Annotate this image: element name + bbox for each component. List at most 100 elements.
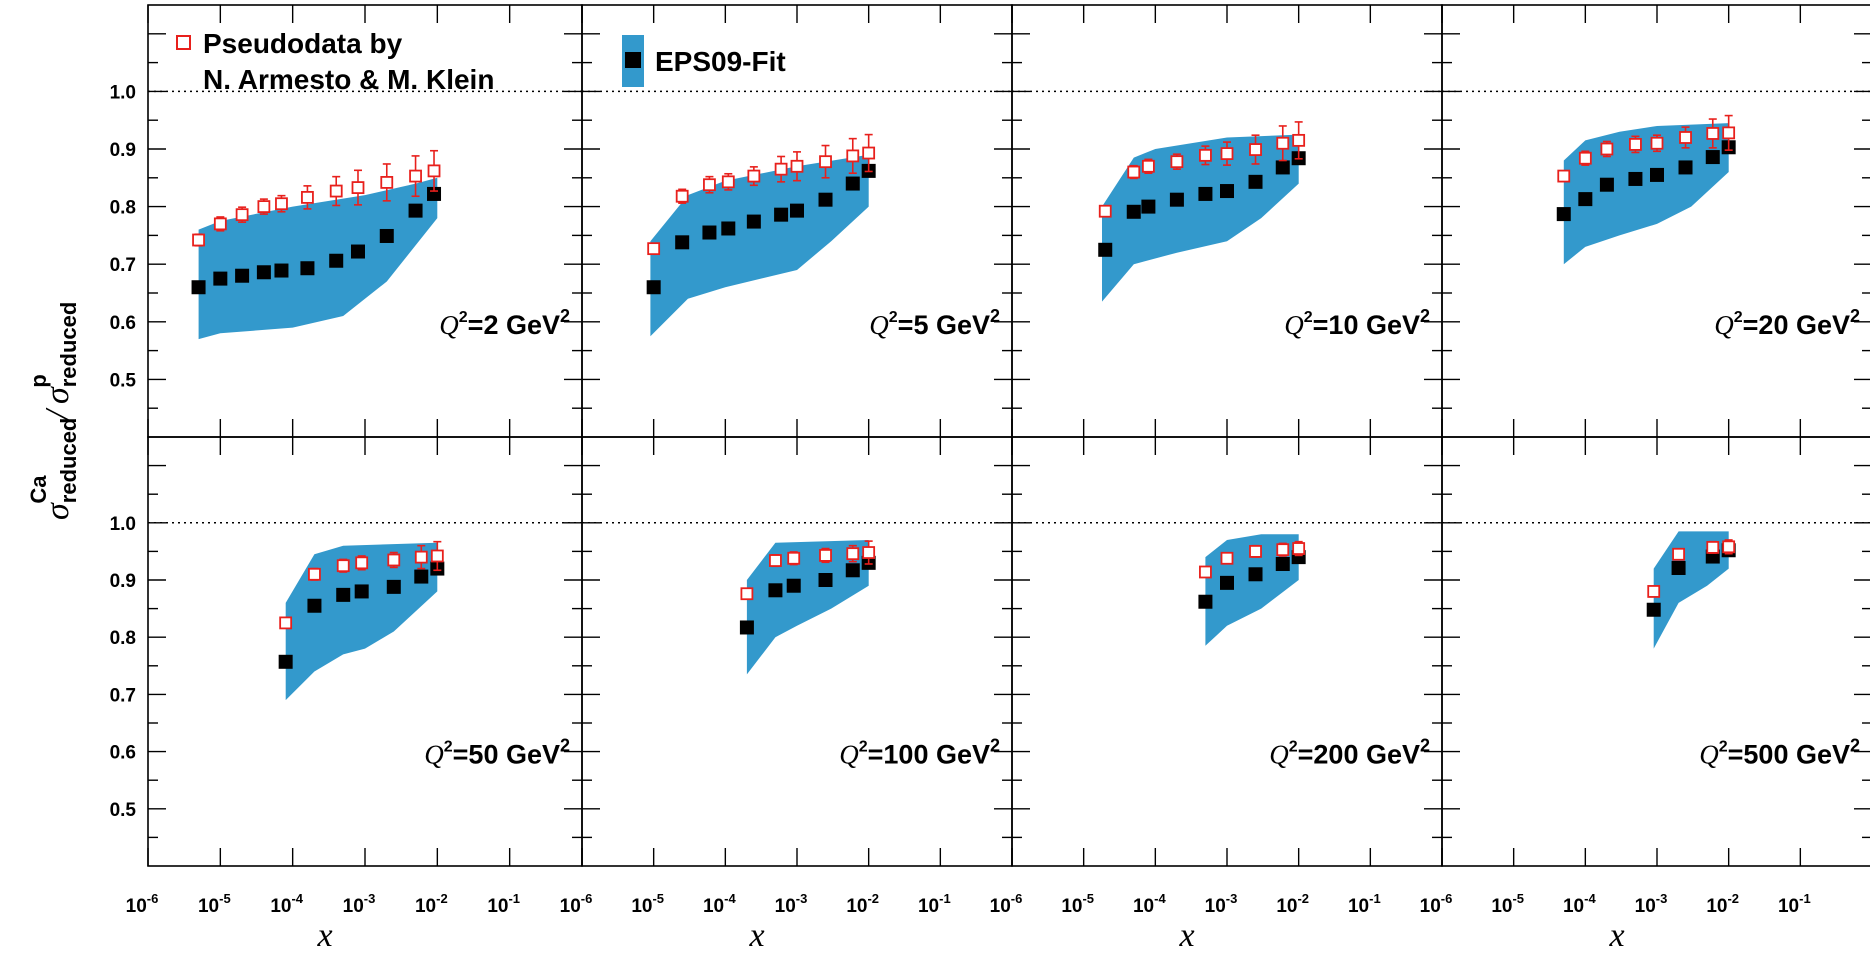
y-title-den-sup: p <box>26 374 51 387</box>
x-tick-label: 10-6 <box>1420 891 1453 917</box>
y-tick-label-0.6: 0.6 <box>110 313 136 334</box>
pseudodata-point-3 <box>787 551 801 565</box>
x-axis-title: x <box>748 917 764 953</box>
legend-pseudodata-line1: Pseudodata by <box>203 28 403 59</box>
pseudodata-point-3 <box>1706 540 1720 554</box>
pseudodata-point-2 <box>1127 165 1141 179</box>
x-tick-label: 10-1 <box>918 891 951 917</box>
legend-fit-label: EPS09-Fit <box>655 46 786 77</box>
pseudodata-point-3 <box>1141 159 1155 173</box>
eps09-uncertainty-band <box>198 177 438 340</box>
pseudodata-point-4 <box>355 556 369 570</box>
fit-point-4 <box>1275 556 1290 571</box>
pseudodata-point-5 <box>846 547 860 561</box>
panel-8: Q2=500 GeV2 <box>1441 436 1870 867</box>
y-tick-label-0.6: 0.6 <box>110 743 136 764</box>
x-tick-label: 10-5 <box>198 891 231 917</box>
fit-point-1 <box>278 654 293 669</box>
fit-point-7 <box>1705 150 1720 165</box>
pseudodata-point-6 <box>1679 131 1692 144</box>
y-axis-title: σreducedCa/σreducedp <box>26 302 81 520</box>
pseudodata-point-1 <box>1557 169 1571 183</box>
y-tick-label-0.8: 0.8 <box>110 198 136 219</box>
y-tick-label-0.5: 0.5 <box>110 800 137 821</box>
fit-point-2 <box>1126 204 1141 219</box>
y-tick-label-1.0: 1.0 <box>110 82 136 103</box>
pseudodata-point-4 <box>721 175 735 189</box>
pseudodata-point-2 <box>1578 151 1592 165</box>
fit-point-3 <box>702 225 717 240</box>
pseudodata-point-6 <box>774 162 788 176</box>
panel-frame <box>581 436 1013 867</box>
fit-point-8 <box>818 192 833 207</box>
fit-point-4 <box>1169 192 1184 207</box>
x-tick-label: 10-2 <box>415 891 448 917</box>
fit-point-7 <box>1248 174 1263 189</box>
fit-point-2 <box>675 235 690 250</box>
x-tick-label: 10-5 <box>1491 891 1524 917</box>
fit-point-3 <box>336 587 351 602</box>
legend-pseudodata-line2: N. Armesto & M. Klein <box>203 64 494 95</box>
q2-label: Q2=100 GeV2 <box>839 736 1000 770</box>
x-tick-label: 10-6 <box>990 891 1023 917</box>
eps09-uncertainty-band <box>650 154 869 337</box>
pseudodata-point-3 <box>336 559 350 573</box>
pseudodata-point-11 <box>427 164 441 178</box>
pseudodata-point-3 <box>235 208 249 222</box>
pseudodata-point-9 <box>380 176 394 189</box>
pseudodata-point-5 <box>1199 148 1212 162</box>
pseudodata-point-3 <box>1249 545 1262 558</box>
pseudodata-point-6 <box>414 550 428 564</box>
fit-point-3 <box>1141 199 1156 214</box>
fit-point-6 <box>300 261 315 276</box>
panel-3: Q2=10 GeV2 <box>1011 4 1443 438</box>
fit-point-3 <box>235 268 250 283</box>
pseudodata-point-2 <box>308 567 321 581</box>
q2-label: Q2=20 GeV2 <box>1714 306 1860 340</box>
fit-point-3 <box>1248 567 1263 582</box>
fit-point-10 <box>408 203 423 218</box>
x-tick-label: 10-3 <box>343 891 376 917</box>
pseudodata-point-2 <box>675 189 689 203</box>
x-tick-label: 10-2 <box>846 891 879 917</box>
panel-6: Q2=100 GeV2 <box>581 436 1013 867</box>
q2-label: Q2=5 GeV2 <box>869 306 1000 340</box>
x-tick-label: 10-3 <box>775 891 808 917</box>
eps09-uncertainty-band <box>746 540 869 675</box>
panel-4: Q2=20 GeV2 <box>1441 4 1870 438</box>
x-tick-label: 10-1 <box>1348 891 1381 917</box>
panel-5: Q2=50 GeV2 <box>147 436 583 867</box>
y-title-divider: / <box>39 407 76 422</box>
fit-point-2 <box>213 271 228 286</box>
pseudodata-point-8 <box>819 155 832 169</box>
panel-2: Q2=5 GeV2 <box>581 4 1013 438</box>
q2-label: Q2=10 GeV2 <box>1284 306 1430 340</box>
pseudodata-point-4 <box>1276 543 1290 557</box>
q2-label: Q2=50 GeV2 <box>424 736 570 770</box>
q2-label: Q2=500 GeV2 <box>1699 736 1860 770</box>
pseudodata-point-10 <box>862 146 876 160</box>
x-tick-label: 10-6 <box>560 891 593 917</box>
fit-point-2 <box>1220 575 1234 590</box>
y-title-den-sub: reduced <box>56 302 81 388</box>
fit-point-7 <box>790 203 804 218</box>
legend-fit-marker <box>625 52 641 68</box>
plot-layer: Q2=2 GeV2 Q2=5 GeV2 Q2=10 GeV2 Q2=20 GeV2 Q2… <box>110 4 1870 953</box>
fit-point-2 <box>1671 560 1686 575</box>
pseudodata-point-8 <box>1722 126 1736 140</box>
x-tick-label: 10-3 <box>1635 891 1668 917</box>
x-tick-label: 10-3 <box>1205 891 1238 917</box>
fit-point-5 <box>386 579 401 594</box>
svg-text:σreducedCa/σreducedp: σreducedCa/σreducedp <box>26 302 81 520</box>
panel-frame <box>147 436 583 867</box>
fit-point-4 <box>354 584 369 599</box>
pseudodata-point-3 <box>703 178 716 192</box>
fit-point-9 <box>379 228 394 243</box>
fit-point-4 <box>721 221 736 236</box>
pseudodata-point-4 <box>819 549 832 562</box>
pseudodata-point-1 <box>647 242 661 256</box>
fit-point-3 <box>1599 177 1614 192</box>
pseudodata-point-1 <box>1199 565 1212 579</box>
pseudodata-point-2 <box>213 217 227 231</box>
